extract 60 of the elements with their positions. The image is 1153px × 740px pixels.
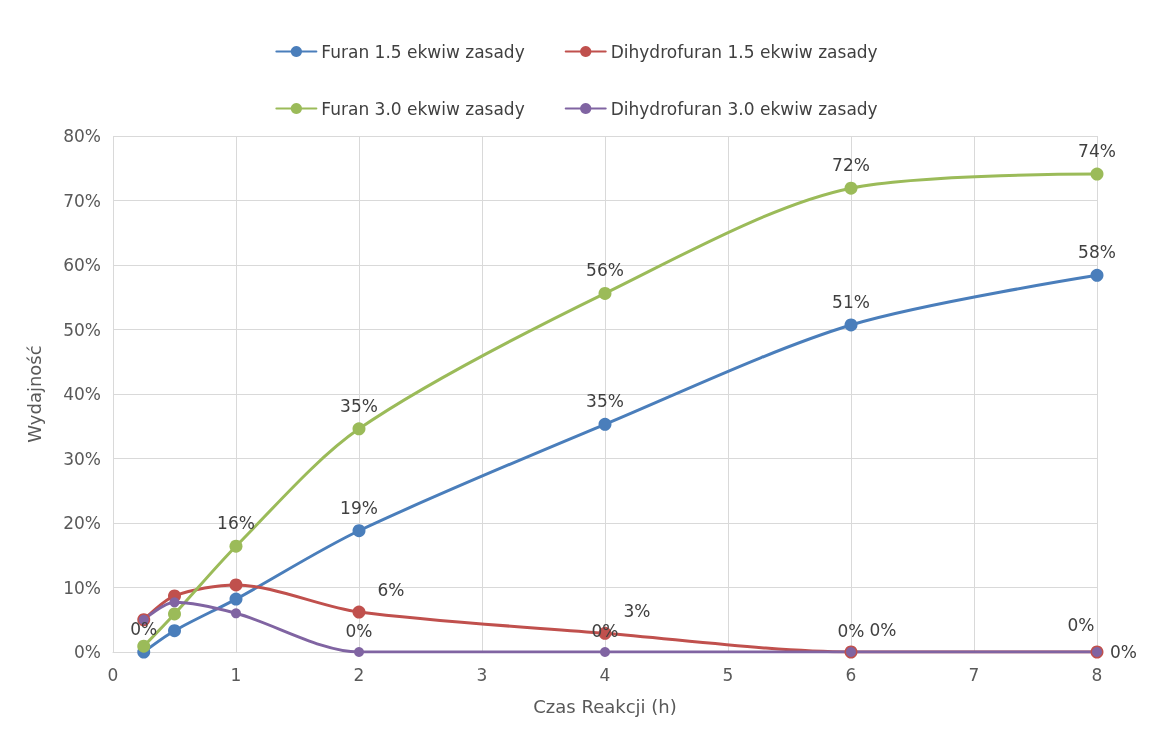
point xyxy=(168,624,181,638)
y-tick-label: 0% xyxy=(74,642,101,662)
data-label: 56% xyxy=(586,260,624,281)
point xyxy=(169,597,180,608)
y-tick-label: 30% xyxy=(63,448,101,469)
data-label: 35% xyxy=(586,391,624,412)
point xyxy=(352,524,366,538)
point xyxy=(352,605,366,619)
data-label: 35% xyxy=(340,395,378,416)
y-tick-label: 70% xyxy=(63,190,101,211)
point xyxy=(137,639,151,653)
point xyxy=(229,539,243,553)
point xyxy=(598,417,612,431)
data-label: 58% xyxy=(1078,242,1116,263)
point xyxy=(229,592,243,606)
point xyxy=(229,578,243,592)
data-label: 72% xyxy=(832,155,870,176)
legend-label: Furan 1.5 ekwiw zasady xyxy=(321,41,525,62)
y-tick-label: 40% xyxy=(63,384,101,404)
x-tick-label: 0 xyxy=(107,664,119,685)
y-axis-title: Wydajność xyxy=(23,345,45,443)
data-label: 0% xyxy=(869,620,897,640)
legend-label: Dihydrofuran 1.5 ekwiw zasady xyxy=(610,41,878,62)
y-tick-label: 60% xyxy=(63,255,101,275)
point xyxy=(168,607,181,621)
data-label: 0% xyxy=(1110,642,1137,662)
point xyxy=(598,286,612,300)
x-tick-label: 5 xyxy=(722,664,734,685)
data-label: 0% xyxy=(345,620,373,641)
data-label: 74% xyxy=(1078,141,1116,162)
data-label: 6% xyxy=(377,580,405,601)
y-tick-label: 20% xyxy=(63,513,101,533)
data-label: 19% xyxy=(340,497,378,518)
y-tick-label: 80% xyxy=(63,126,101,146)
point xyxy=(354,647,364,657)
point xyxy=(1090,268,1104,282)
point xyxy=(844,318,858,332)
data-label: 51% xyxy=(832,291,870,312)
x-tick-label: 2 xyxy=(353,664,365,685)
x-axis-title: Czas Reakcji (h) xyxy=(533,695,677,717)
data-label: 0% xyxy=(130,619,158,639)
data-label: 0% xyxy=(1067,615,1095,635)
x-tick-label: 6 xyxy=(845,664,857,685)
x-tick-label: 8 xyxy=(1091,664,1103,685)
x-tick-label: 4 xyxy=(599,664,611,685)
x-tick-label: 3 xyxy=(476,664,488,685)
data-label: 16% xyxy=(217,513,255,534)
y-tick-label: 50% xyxy=(63,319,101,340)
point xyxy=(600,647,610,657)
point xyxy=(844,181,858,195)
legend-label: Furan 3.0 ekwiw zasady xyxy=(321,98,525,119)
point xyxy=(1090,167,1104,181)
y-tick-label: 10% xyxy=(63,577,101,598)
x-tick-label: 7 xyxy=(968,664,980,685)
point xyxy=(352,422,366,436)
x-tick-label: 1 xyxy=(230,664,242,685)
data-label: 0% xyxy=(837,620,865,641)
point xyxy=(231,608,241,619)
legend-label: Dihydrofuran 3.0 ekwiw zasady xyxy=(610,98,878,119)
data-label: 3% xyxy=(623,601,651,622)
